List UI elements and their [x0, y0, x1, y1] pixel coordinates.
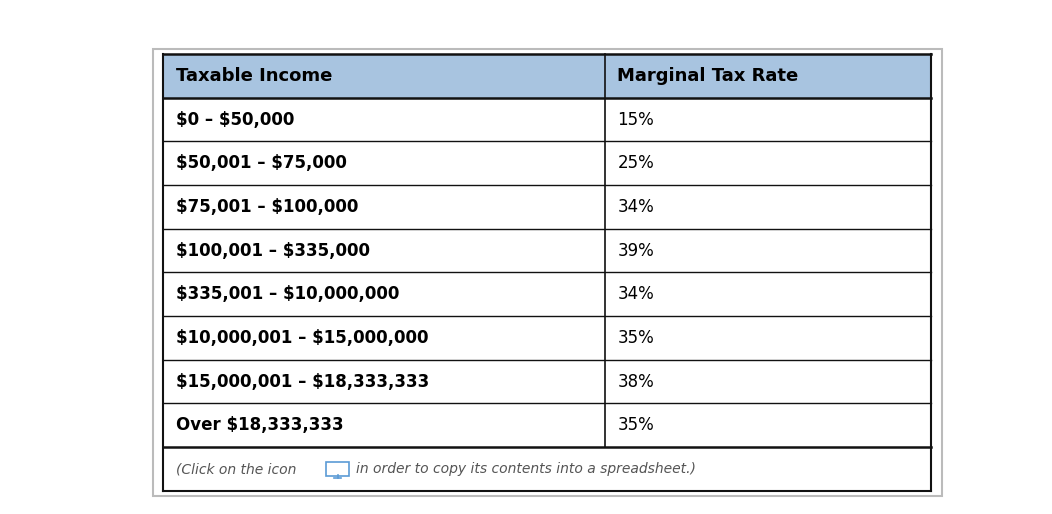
Bar	[163, 54, 931, 98]
Text: 35%: 35%	[618, 416, 654, 434]
Text: 35%: 35%	[618, 329, 654, 347]
Text: 38%: 38%	[618, 373, 654, 391]
Text: \$0 – \$50,000: \$0 – \$50,000	[176, 111, 295, 128]
FancyBboxPatch shape	[153, 49, 942, 496]
Text: (Click on the icon: (Click on the icon	[176, 462, 296, 476]
Text: 34%: 34%	[618, 285, 654, 303]
Text: 34%: 34%	[618, 198, 654, 216]
Text: \$335,001 – \$10,000,000: \$335,001 – \$10,000,000	[176, 285, 399, 303]
Text: Over \$18,333,333: Over \$18,333,333	[176, 416, 343, 434]
Text: \$100,001 – \$335,000: \$100,001 – \$335,000	[176, 242, 369, 260]
Text: in order to copy its contents into a spreadsheet.): in order to copy its contents into a spr…	[356, 462, 695, 476]
Bar	[163, 54, 931, 491]
Text: 15%: 15%	[618, 111, 654, 128]
Text: \$15,000,001 – \$18,333,333: \$15,000,001 – \$18,333,333	[176, 373, 429, 391]
Text: 39%: 39%	[618, 242, 654, 260]
Text: Taxable Income: Taxable Income	[176, 67, 332, 85]
Text: 25%: 25%	[618, 154, 654, 172]
Text: \$50,001 – \$75,000: \$50,001 – \$75,000	[176, 154, 346, 172]
Text: \$75,001 – \$100,000: \$75,001 – \$100,000	[176, 198, 358, 216]
Text: Marginal Tax Rate: Marginal Tax Rate	[618, 67, 798, 85]
Text: \$10,000,001 – \$15,000,000: \$10,000,001 – \$15,000,000	[176, 329, 428, 347]
